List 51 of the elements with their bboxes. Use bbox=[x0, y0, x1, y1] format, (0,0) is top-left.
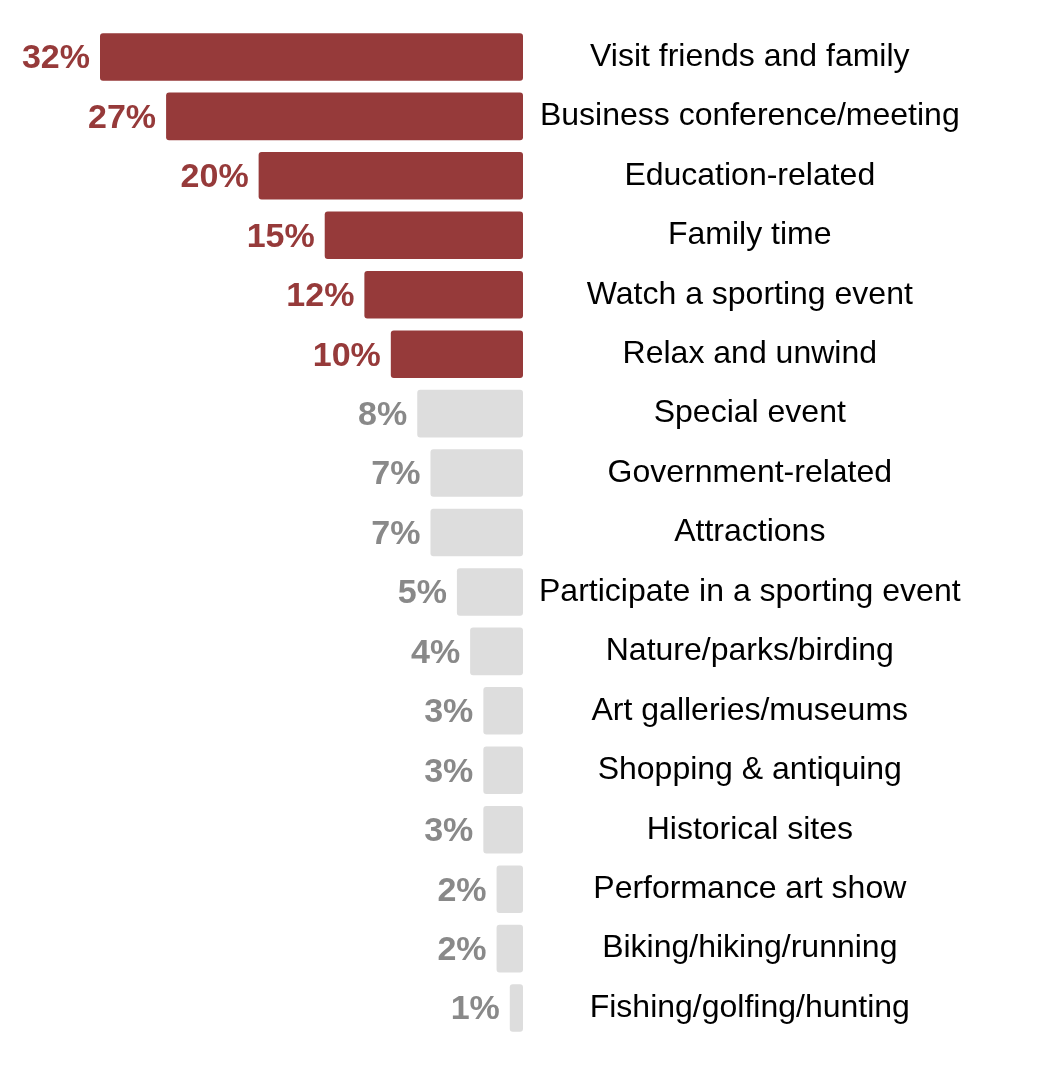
y-tick-label: Fishing/golfing/hunting bbox=[589, 987, 910, 1024]
y-tick-label: Education-related bbox=[624, 155, 876, 192]
y-tick-label: Participate in a sporting event bbox=[539, 571, 961, 608]
data-label: 3% bbox=[424, 691, 474, 730]
bar bbox=[470, 627, 523, 676]
data-label: 3% bbox=[424, 750, 474, 789]
bar bbox=[100, 33, 523, 81]
y-tick-label: Performance art show bbox=[593, 869, 908, 906]
data-label: 7% bbox=[371, 453, 421, 492]
bar bbox=[509, 984, 523, 1032]
bar bbox=[258, 152, 523, 200]
data-label: 4% bbox=[410, 631, 461, 670]
y-tick-label: Art galleries/museums bbox=[591, 690, 909, 727]
data-label: 27% bbox=[88, 96, 157, 135]
data-label: 10% bbox=[312, 334, 381, 373]
data-label: 15% bbox=[246, 215, 315, 254]
data-label: 32% bbox=[21, 37, 90, 76]
y-tick-label: Business conference/meeting bbox=[539, 96, 960, 133]
y-tick-label: Relax and unwind bbox=[622, 333, 877, 370]
y-tick-label: Nature/parks/birding bbox=[605, 631, 894, 668]
data-label: 2% bbox=[437, 929, 487, 967]
data-label: 12% bbox=[286, 275, 355, 314]
data-label: 1% bbox=[450, 988, 500, 1027]
bar bbox=[496, 865, 523, 913]
y-tick-label: Shopping & antiquing bbox=[597, 750, 902, 787]
data-label: 3% bbox=[424, 810, 474, 849]
y-tick-label: Watch a sporting event bbox=[586, 274, 913, 311]
y-tick-label: Special event bbox=[653, 393, 846, 430]
bar bbox=[430, 449, 523, 497]
bar bbox=[430, 508, 523, 557]
y-tick-label: Historical sites bbox=[646, 809, 853, 846]
bar bbox=[166, 92, 523, 141]
y-tick-label: Attractions bbox=[674, 512, 826, 549]
data-label: 7% bbox=[371, 512, 421, 551]
data-label: 8% bbox=[358, 393, 408, 432]
bar bbox=[456, 568, 523, 616]
bar bbox=[483, 687, 523, 735]
bar bbox=[483, 746, 523, 795]
bar bbox=[496, 924, 523, 973]
bar bbox=[417, 389, 523, 438]
data-label: 2% bbox=[437, 869, 487, 908]
data-label: 5% bbox=[397, 572, 447, 611]
bar bbox=[364, 270, 523, 319]
y-tick-label: Family time bbox=[668, 215, 832, 252]
y-tick-label: Visit friends and family bbox=[590, 36, 910, 73]
bar bbox=[483, 805, 523, 854]
bar bbox=[324, 211, 523, 260]
y-tick-label: Biking/hiking/running bbox=[602, 928, 898, 965]
bar bbox=[390, 330, 523, 378]
y-tick-label: Government-related bbox=[607, 452, 893, 489]
data-label: 20% bbox=[180, 156, 249, 195]
